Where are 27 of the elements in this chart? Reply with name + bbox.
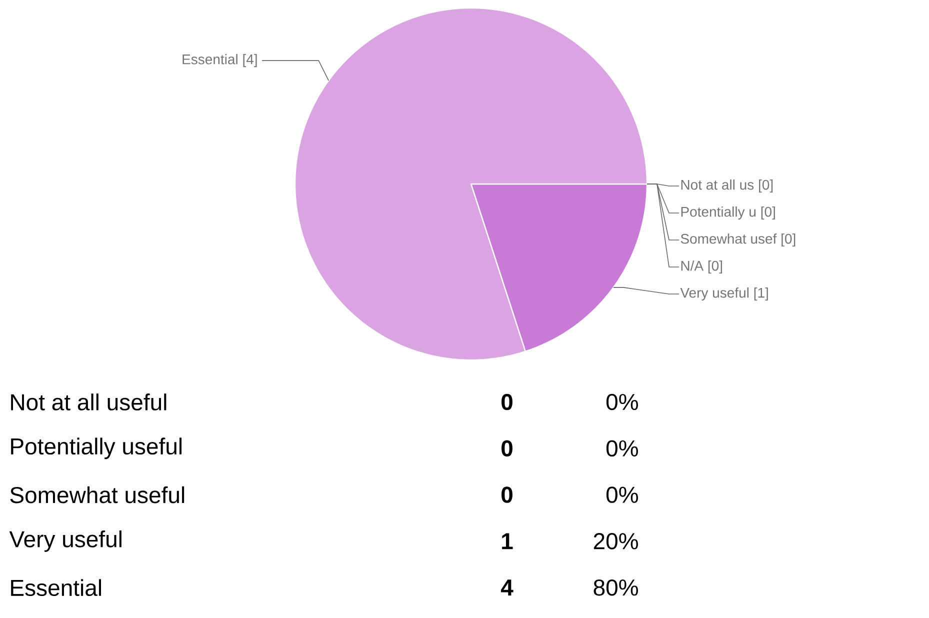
text: 80% [594,579,638,596]
category-label: N/A [681,260,704,271]
text: [0] [761,206,775,220]
legend-label: Not at all us [681,179,754,190]
text: 0% [606,394,638,410]
text: 20% [594,533,638,550]
category-label: Somewhat usef [680,233,777,244]
category-label: Not at all useful [11,394,166,410]
category-label: Potentially useful [11,438,182,460]
text: [0] [759,179,773,193]
text: 0% [606,486,638,503]
data-label: 4 [500,580,514,596]
slice-label: Very useful [680,287,749,301]
category-label: Very useful [9,530,122,552]
data-label: 0 [502,394,512,410]
data-label: 0 [502,486,512,503]
text: 0% [606,440,638,457]
slice-label: Essential [182,54,238,64]
category-label: Essential [11,579,101,596]
data-label: [1] [754,287,768,301]
data-label: [4] [243,54,257,68]
data-label: 1 [502,533,513,550]
data-label: 0 [502,440,512,457]
category-label: Somewhat useful [10,486,184,504]
category-label: Potentially u [681,206,756,220]
text: [0] [708,260,722,274]
text: [0] [782,233,796,247]
